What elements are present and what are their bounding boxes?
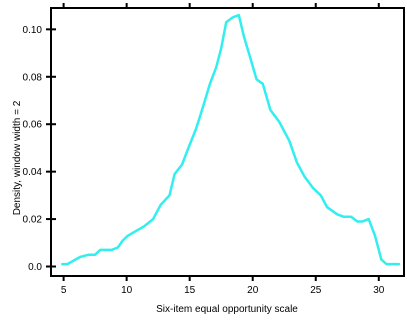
y-tick-label: 0.06: [23, 120, 43, 131]
x-tick-label: 15: [184, 285, 196, 296]
y-tick-label: 0.08: [23, 72, 43, 83]
plot-frame: [50, 7, 405, 277]
y-axis-ticks: 0.0 0.02 0.04 0.06 0.08 0.10: [23, 25, 56, 273]
y-tick-label: 0.0: [28, 262, 42, 273]
y-axis-label: Density, window width = 2: [12, 100, 23, 215]
x-tick-label: 5: [61, 285, 67, 296]
x-tick-label: 30: [373, 285, 385, 296]
y-tick-label: 0.04: [23, 167, 43, 178]
x-tick-label: 10: [121, 285, 133, 296]
density-line: [61, 13, 401, 266]
x-tick-label: 20: [247, 285, 259, 296]
series-layer: [61, 13, 401, 266]
y-tick-label: 0.10: [23, 25, 43, 36]
x-axis-label: Six-item equal opportunity scale: [156, 304, 298, 315]
x-tick-label: 25: [310, 285, 322, 296]
x-axis-ticks: 5 10 15 20 25 30: [61, 3, 385, 296]
plot-border: [50, 7, 405, 277]
y-tick-label: 0.02: [23, 215, 43, 226]
